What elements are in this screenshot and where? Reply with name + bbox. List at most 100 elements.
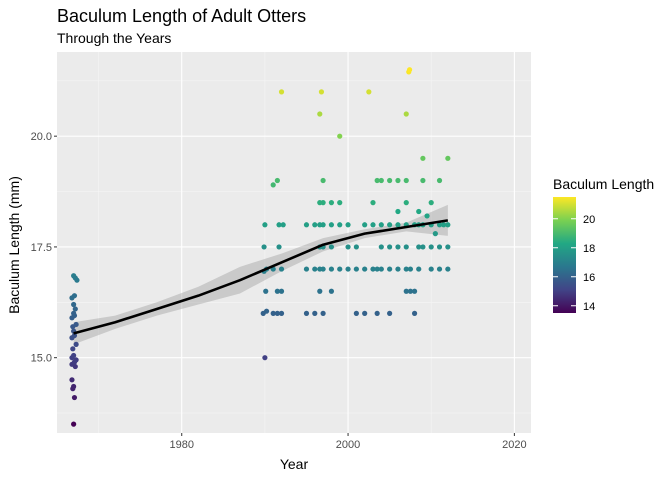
y-axis-ticks: 15.0 17.5 20.0	[31, 131, 57, 365]
data-point	[262, 355, 268, 361]
data-point	[261, 244, 267, 250]
data-point	[403, 111, 409, 117]
data-point	[416, 266, 422, 272]
data-point	[320, 310, 326, 316]
data-point	[345, 244, 351, 250]
data-point	[70, 346, 76, 352]
data-point	[73, 321, 79, 328]
data-point	[312, 222, 318, 228]
data-point	[278, 288, 285, 294]
data-point	[411, 288, 418, 294]
data-point	[436, 177, 443, 184]
y-tick-label: 15.0	[31, 353, 52, 365]
data-point	[74, 277, 80, 283]
data-point	[395, 208, 401, 215]
data-point	[395, 222, 401, 228]
data-points	[69, 67, 451, 427]
data-point	[318, 89, 325, 95]
data-point	[262, 222, 268, 228]
colorbar	[553, 197, 576, 313]
data-point	[278, 310, 285, 316]
data-point	[424, 213, 430, 219]
data-point	[303, 222, 310, 228]
data-point	[312, 310, 318, 316]
data-point	[374, 177, 380, 184]
data-point	[71, 301, 77, 308]
data-point	[337, 222, 343, 228]
x-tick-label: 1980	[169, 439, 193, 451]
data-point	[72, 306, 78, 312]
smooth-line	[73, 219, 449, 335]
data-point	[328, 266, 335, 272]
data-point	[328, 222, 335, 228]
data-point	[387, 244, 393, 250]
data-point	[353, 266, 359, 272]
data-point	[73, 341, 79, 347]
data-point	[366, 89, 372, 95]
data-point	[328, 244, 335, 250]
data-point	[71, 310, 77, 316]
data-point	[337, 200, 343, 206]
data-point	[73, 357, 79, 363]
x-axis-title: Year	[280, 456, 309, 472]
grid-minor	[57, 52, 531, 433]
data-point	[362, 222, 368, 228]
data-point	[403, 244, 409, 250]
data-point	[407, 288, 414, 294]
data-point	[432, 231, 438, 237]
data-point	[71, 394, 78, 401]
data-point	[403, 266, 409, 272]
chart-subtitle: Through the Years	[57, 30, 171, 46]
data-point	[445, 222, 451, 228]
data-point	[428, 200, 434, 206]
data-point	[362, 266, 368, 272]
data-point	[71, 421, 77, 427]
data-point	[337, 266, 343, 272]
y-tick-label: 20.0	[31, 131, 52, 143]
y-tick-label: 17.5	[31, 242, 52, 254]
legend-tick-label: 16	[583, 272, 595, 284]
data-point	[420, 155, 426, 161]
chart-title: Baculum Length of Adult Otters	[57, 6, 306, 26]
data-point	[303, 310, 310, 316]
data-point	[276, 222, 282, 228]
data-point	[370, 222, 376, 228]
data-point	[436, 222, 443, 228]
plot-panel	[57, 52, 531, 433]
data-point	[69, 377, 75, 383]
data-point	[406, 67, 413, 73]
data-point	[263, 288, 269, 294]
data-point	[420, 244, 426, 250]
confidence-band	[73, 204, 448, 345]
data-point	[387, 266, 393, 272]
data-point	[328, 288, 335, 294]
data-point	[378, 222, 384, 228]
data-point	[374, 310, 380, 316]
data-point	[370, 200, 376, 206]
data-point	[337, 133, 343, 139]
data-point	[407, 266, 414, 272]
data-point	[416, 208, 422, 215]
data-point	[395, 244, 401, 250]
data-point	[71, 332, 78, 339]
data-point	[395, 266, 401, 272]
y-axis-title: Baculum Length (mm)	[6, 176, 22, 314]
x-tick-label: 2000	[336, 439, 360, 451]
data-point	[403, 177, 409, 184]
legend-title: Baculum Length	[553, 176, 654, 192]
data-point	[276, 244, 282, 250]
data-point	[387, 222, 393, 228]
data-point	[353, 244, 359, 250]
data-point	[362, 310, 368, 316]
data-point	[445, 266, 451, 272]
data-point	[378, 244, 384, 250]
data-point	[274, 177, 280, 184]
data-point	[370, 266, 376, 272]
data-point	[278, 266, 285, 272]
data-point	[317, 111, 323, 117]
x-tick-label: 2020	[502, 439, 526, 451]
data-point	[378, 266, 384, 272]
data-point	[270, 310, 276, 316]
data-point	[274, 288, 280, 294]
